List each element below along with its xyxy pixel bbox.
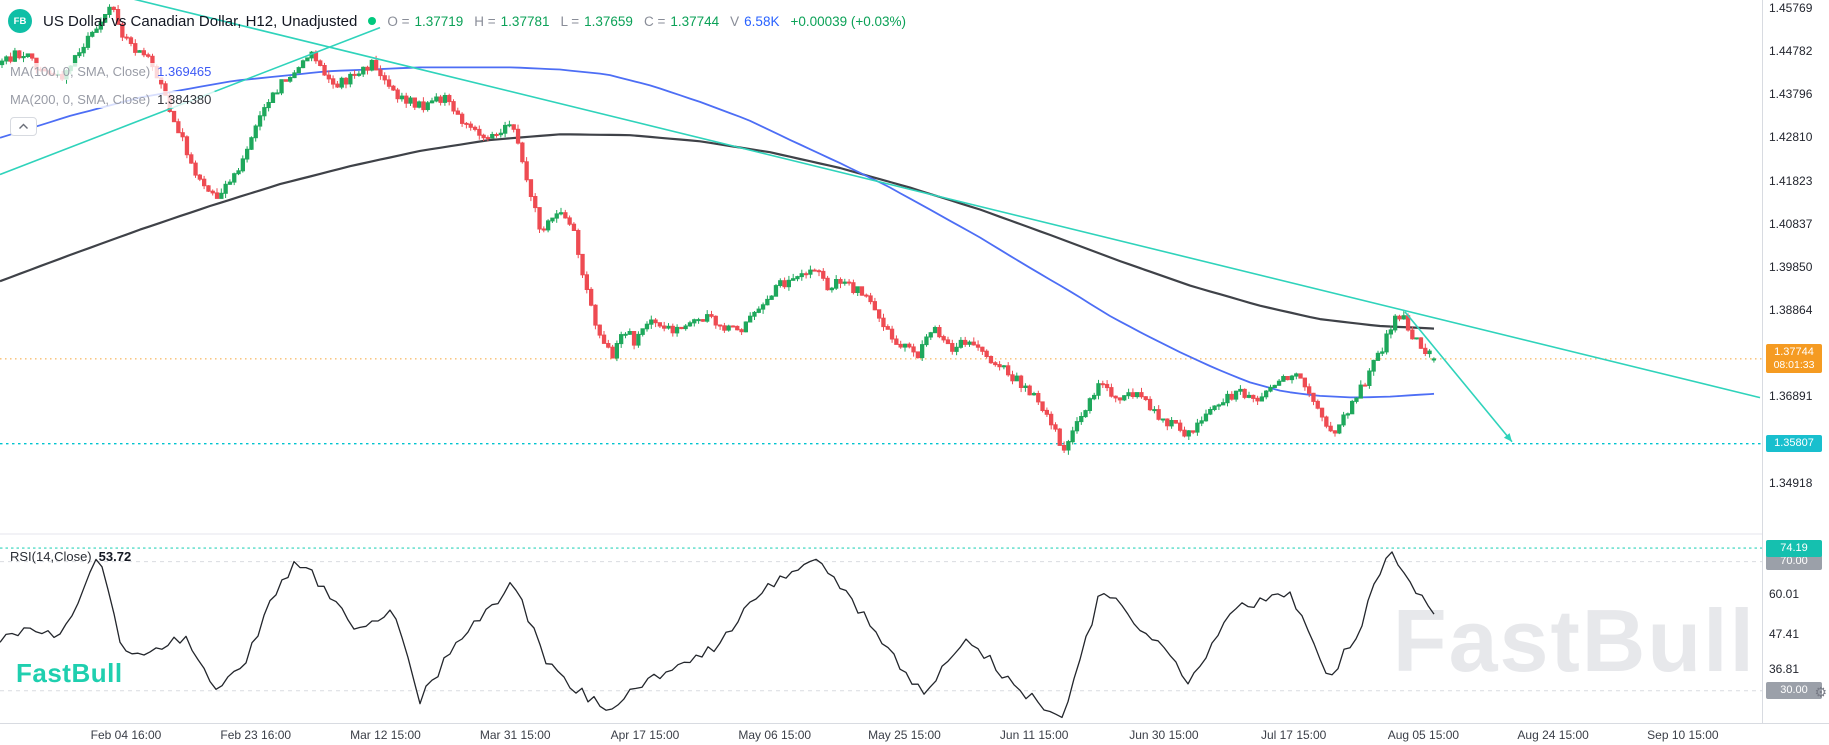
change-value: +0.00039 (+0.03%) (790, 13, 907, 29)
low-value: L = 1.37659 (560, 13, 633, 29)
price-tick: 1.40837 (1769, 216, 1813, 231)
rsi-level-badge: 74.19 (1766, 539, 1822, 557)
fastbull-logo-icon: FB (8, 9, 32, 33)
rsi-30-badge: 30.00 (1766, 682, 1822, 700)
time-tick: Feb 23 16:00 (220, 728, 292, 742)
collapse-indicators-button[interactable] (10, 117, 37, 136)
time-tick: Aug 24 15:00 (1517, 728, 1589, 742)
fastbull-logo-watermark: FastBull (16, 658, 123, 688)
current-price-badge: 1.37744 08:01:33 (1766, 343, 1822, 373)
open-value: O = 1.37719 (387, 13, 464, 29)
ma200-line[interactable] (0, 133, 1435, 330)
symbol-title[interactable]: US Dollar vs Canadian Dollar, H12, Unadj… (43, 12, 358, 30)
rsi-line (0, 551, 1435, 719)
trendline-1[interactable] (100, 0, 1761, 399)
price-axis[interactable]: 1.37744 08:01:33 1.35807 70.00 74.19 30.… (1762, 0, 1829, 723)
close-value: C = 1.37744 (643, 13, 720, 29)
price-tick: 1.44782 (1769, 44, 1813, 59)
time-tick: Jul 17 15:00 (1260, 728, 1327, 742)
time-tick: Sep 10 15:00 (1647, 728, 1719, 742)
time-tick: Apr 17 15:00 (610, 728, 680, 742)
candles-down-group (8, 5, 1428, 453)
time-tick: Mar 31 15:00 (479, 728, 551, 742)
high-value: H = 1.37781 (474, 13, 550, 29)
rsi-tick: 47.41 (1769, 627, 1800, 642)
time-tick: Aug 05 15:00 (1387, 728, 1460, 742)
rsi-70-badge: 70.00 (1766, 553, 1822, 571)
fastbull-watermark-large: FastBull (1392, 591, 1756, 690)
support-level-badge: 1.35807 (1766, 435, 1822, 453)
price-tick: 1.45769 (1769, 0, 1813, 15)
ma100-line[interactable] (0, 66, 1435, 399)
rsi-tick: 60.01 (1769, 586, 1800, 601)
current-price-value: 1.37744 (1774, 345, 1814, 358)
price-tick: 1.42810 (1769, 130, 1813, 145)
gear-icon[interactable]: ⚙ (1814, 684, 1827, 700)
time-tick: May 06 15:00 (738, 728, 812, 742)
price-chart-svg[interactable] (0, 0, 1762, 723)
time-tick: Jun 11 15:00 (999, 728, 1069, 742)
ma100-legend[interactable]: MA(100, 0, SMA, Close) 1.369465 (8, 63, 217, 80)
volume-value: V 6.58K (730, 13, 780, 29)
price-tick: 1.39850 (1769, 259, 1813, 274)
time-axis[interactable]: Feb 04 16:00 Feb 23 16:00 Mar 12 15:00 Mar … (0, 723, 1829, 745)
time-tick: Feb 04 16:00 (90, 728, 162, 742)
rsi-tick: 36.81 (1769, 661, 1800, 676)
bar-countdown: 08:01:33 (1773, 358, 1815, 371)
time-tick: May 25 15:00 (868, 728, 941, 742)
chart-canvas[interactable]: FastBull (0, 0, 1762, 723)
rsi-legend[interactable]: RSI(14,Close) 53.72 (10, 549, 132, 564)
price-tick: 1.36891 (1769, 389, 1813, 404)
ma200-legend[interactable]: MA(200, 0, SMA, Close) 1.384380 (8, 91, 217, 108)
time-tick: Mar 12 15:00 (350, 728, 421, 742)
price-tick: 1.34918 (1769, 475, 1813, 490)
price-tick: 1.41823 (1769, 173, 1813, 188)
chevron-up-icon (19, 123, 28, 129)
market-status-dot (368, 17, 377, 25)
symbol-header-row: FB US Dollar vs Canadian Dollar, H12, Un… (8, 9, 906, 33)
time-tick: Jun 30 15:00 (1129, 728, 1199, 742)
price-tick: 1.38864 (1769, 302, 1813, 317)
price-tick: 1.43796 (1769, 87, 1813, 102)
arrow-head (1503, 433, 1512, 442)
price-arrow[interactable] (1404, 311, 1513, 443)
